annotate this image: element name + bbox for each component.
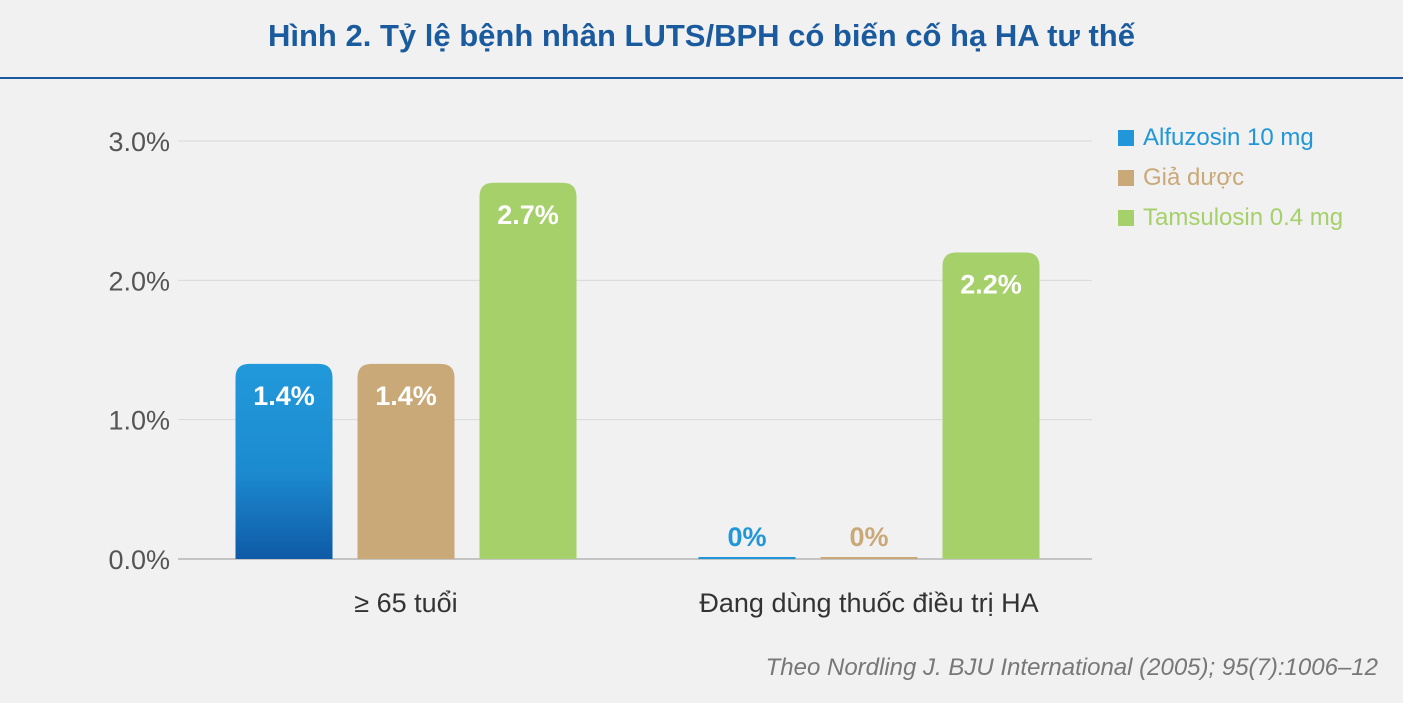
legend-item-tamsulosin: Tamsulosin 0.4 mg [1118, 198, 1343, 238]
data-label: 2.2% [960, 269, 1022, 299]
data-label: 0% [727, 522, 766, 552]
legend-item-alfuzosin: Alfuzosin 10 mg [1118, 118, 1343, 158]
title-divider [0, 77, 1403, 79]
data-label: 0% [849, 522, 888, 552]
bar-placebo [357, 363, 455, 559]
y-tick-label: 2.0% [108, 266, 170, 296]
legend-swatch-placebo [1118, 170, 1134, 186]
data-label: 1.4% [375, 381, 437, 411]
bar-alfuzosin [235, 363, 333, 559]
legend-label-alfuzosin: Alfuzosin 10 mg [1143, 124, 1314, 151]
bar-tamsulosin [942, 252, 1040, 559]
source-citation: Theo Nordling J. BJU International (2005… [765, 654, 1378, 681]
data-label: 1.4% [253, 381, 315, 411]
legend-label-tamsulosin: Tamsulosin 0.4 mg [1143, 204, 1344, 231]
chart-title: Hình 2. Tỷ lệ bệnh nhân LUTS/BPH có biến… [268, 18, 1135, 53]
legend-item-placebo: Giả dược [1118, 158, 1343, 198]
x-category-label: ≥ 65 tuổi [354, 588, 457, 618]
bar-tamsulosin [479, 182, 577, 560]
data-label: 2.7% [497, 200, 559, 230]
x-category-label: Đang dùng thuốc điều trị HA [699, 588, 1038, 618]
y-tick-label: 3.0% [108, 127, 170, 157]
y-tick-label: 1.0% [108, 406, 170, 436]
chart-legend: Alfuzosin 10 mg Giả dược Tamsulosin 0.4 … [1118, 118, 1343, 238]
y-tick-label: 0.0% [108, 545, 170, 575]
legend-swatch-alfuzosin [1118, 130, 1134, 146]
legend-label-placebo: Giả dược [1143, 164, 1245, 191]
legend-swatch-tamsulosin [1118, 210, 1134, 226]
